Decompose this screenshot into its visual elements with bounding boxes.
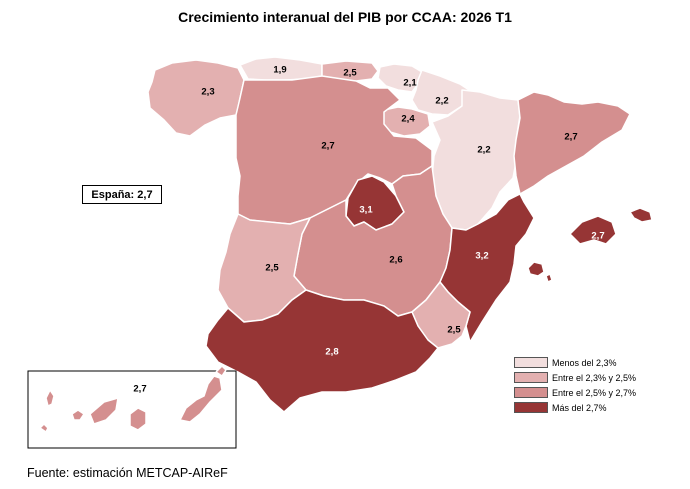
region-label-canarias: 2,7	[133, 384, 146, 395]
region-label-aragon: 2,2	[477, 145, 490, 156]
region-label-region-de-murcia: 2,5	[447, 325, 461, 336]
region-label-castilla-y-leon: 2,7	[321, 141, 334, 152]
region-label-pais-vasco: 2,1	[403, 78, 417, 89]
region-label-navarra: 2,2	[435, 96, 448, 107]
source-note: Fuente: estimación METCAP-AIReF	[27, 466, 228, 480]
region-canarias-part-7	[215, 365, 227, 377]
region-canarias-part-6	[179, 375, 223, 423]
legend-label: Entre el 2,5% y 2,7%	[552, 387, 637, 398]
legend-item: Menos del 2,3%	[514, 356, 636, 369]
region-illes-balears-part-4	[545, 273, 553, 283]
legend-label: Menos del 2,3%	[552, 357, 617, 368]
legend-item: Entre el 2,3% y 2,5%	[514, 371, 636, 384]
region-canarias-part-3	[71, 409, 85, 421]
national-growth-box: España: 2,7	[82, 185, 162, 204]
region-canarias-part-1	[45, 389, 55, 407]
region-label-madrid: 3,1	[359, 205, 373, 216]
legend-label: Más del 2,7%	[552, 402, 607, 413]
legend-swatch	[514, 402, 548, 413]
legend-item: Más del 2,7%	[514, 401, 636, 414]
region-cataluna	[513, 91, 631, 195]
region-label-illes-balears: 2,7	[591, 231, 604, 242]
legend-swatch	[514, 357, 548, 368]
region-label-andalucia: 2,8	[325, 347, 338, 358]
region-label-cantabria: 2,5	[343, 68, 357, 79]
region-galicia	[147, 59, 245, 137]
legend-label: Entre el 2,3% y 2,5%	[552, 372, 637, 383]
region-pais-vasco	[377, 63, 423, 93]
region-label-galicia: 2,3	[201, 87, 214, 98]
region-andalucia	[205, 289, 439, 413]
region-illes-balears-part-2	[629, 207, 653, 223]
region-canarias-part-5	[129, 407, 147, 431]
legend-swatch	[514, 387, 548, 398]
region-canarias-part-4	[89, 397, 119, 425]
legend: Menos del 2,3% Entre el 2,3% y 2,5% Entr…	[514, 356, 636, 416]
region-label-extremadura: 2,5	[265, 263, 279, 274]
canarias-inset-frame	[27, 370, 237, 449]
region-label-comunidad-valenciana: 3,2	[475, 251, 488, 262]
legend-item: Entre el 2,5% y 2,7%	[514, 386, 636, 399]
region-illes-balears-part-1	[569, 215, 617, 245]
region-label-asturias: 1,9	[273, 65, 286, 76]
legend-swatch	[514, 372, 548, 383]
region-castilla-y-leon	[235, 75, 433, 225]
region-label-castilla-la-mancha: 2,6	[389, 255, 402, 266]
region-illes-balears-part-3	[527, 261, 545, 277]
region-label-la-rioja: 2,4	[401, 114, 415, 125]
region-navarra	[411, 69, 473, 116]
map-title: Crecimiento interanual del PIB por CCAA:…	[178, 9, 512, 25]
region-canarias-part-2	[39, 423, 49, 433]
region-label-cataluna: 2,7	[564, 132, 577, 143]
